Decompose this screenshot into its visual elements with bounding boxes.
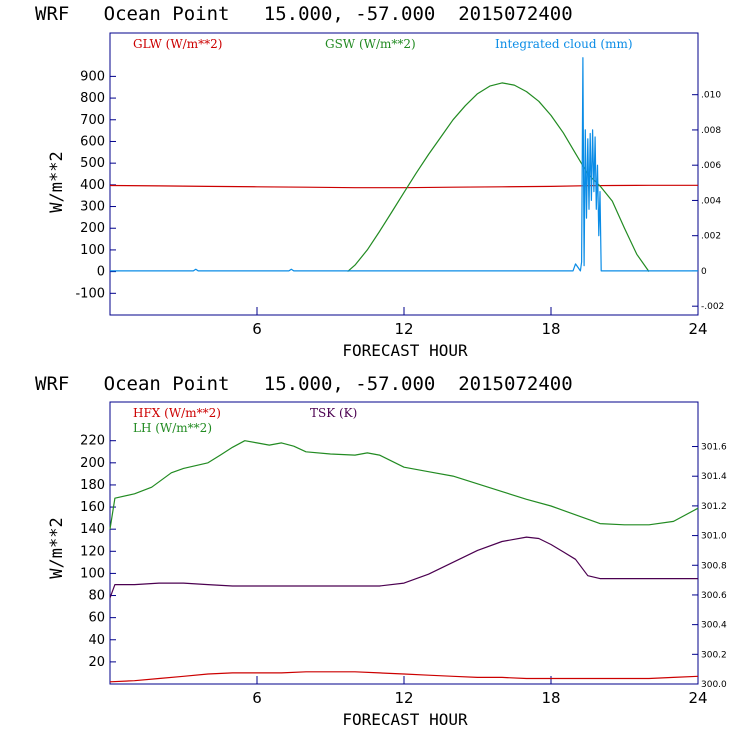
legend-tsk: TSK (K) bbox=[310, 406, 357, 420]
x-tick-label: 18 bbox=[541, 689, 560, 707]
panel-1-plot-frame bbox=[109, 32, 699, 316]
panel-1-series bbox=[109, 57, 698, 273]
y2-tick-label: 301.6 bbox=[701, 443, 727, 453]
panel-1-xlabel: FORECAST HOUR bbox=[342, 341, 468, 360]
series-line-lh bbox=[109, 440, 699, 530]
y-tick-label: 120 bbox=[80, 544, 105, 559]
legend-hfx: HFX (W/m**2) bbox=[133, 406, 221, 420]
panel-2-left-axis: 20 40 60 80 100 120 140 160 180 200 220 bbox=[80, 434, 116, 670]
panel-2-plot-frame bbox=[109, 401, 699, 685]
y-tick-label: -100 bbox=[75, 286, 105, 301]
y2-tick-label: 301.2 bbox=[701, 502, 727, 512]
y-tick-label: 40 bbox=[88, 633, 105, 648]
y2-tick-label: -.002 bbox=[701, 302, 724, 312]
panel-2-xlabel: FORECAST HOUR bbox=[342, 710, 468, 729]
y-tick-label: 500 bbox=[80, 156, 105, 171]
y-tick-label: 100 bbox=[80, 243, 105, 258]
panel-2-x-axis: 6 12 18 24 bbox=[252, 676, 708, 707]
y2-tick-label: .004 bbox=[701, 196, 721, 206]
x-tick-label: 18 bbox=[541, 320, 560, 338]
series-line-hfx bbox=[109, 671, 699, 683]
legend-cloud: Integrated cloud (mm) bbox=[495, 37, 633, 51]
y-tick-label: 220 bbox=[80, 434, 105, 449]
panel-1-left-axis: -100 0 100 200 300 400 500 600 700 800 900 bbox=[75, 69, 116, 301]
x-tick-label: 12 bbox=[394, 689, 413, 707]
y-tick-label: 400 bbox=[80, 178, 105, 193]
y-tick-label: 0 bbox=[97, 265, 105, 280]
y2-tick-label: .006 bbox=[701, 161, 721, 171]
y-tick-label: 160 bbox=[80, 500, 105, 515]
y-tick-label: 300 bbox=[80, 200, 105, 215]
y2-tick-label: 301.0 bbox=[701, 532, 727, 542]
y2-tick-label: 301.4 bbox=[701, 472, 727, 482]
x-tick-label: 24 bbox=[688, 320, 707, 338]
y-tick-label: 20 bbox=[88, 655, 105, 670]
y-tick-label: 140 bbox=[80, 522, 105, 537]
y-tick-label: 100 bbox=[80, 566, 105, 581]
y-tick-label: 800 bbox=[80, 91, 105, 106]
y2-tick-label: 300.4 bbox=[701, 621, 727, 631]
x-tick-label: 24 bbox=[688, 689, 707, 707]
y-tick-label: 900 bbox=[80, 69, 105, 84]
x-tick-label: 12 bbox=[394, 320, 413, 338]
y-tick-label: 180 bbox=[80, 478, 105, 493]
y2-tick-label: .008 bbox=[701, 126, 721, 136]
series-line-integrated bbox=[110, 57, 698, 272]
series-line-tsk bbox=[109, 536, 698, 599]
y2-tick-label: 0 bbox=[701, 267, 707, 277]
y-tick-label: 200 bbox=[80, 456, 105, 471]
panel-1-title: WRF Ocean Point 15.000, -57.000 20150724… bbox=[35, 3, 573, 25]
panel-1-ylabel: W/m**2 bbox=[47, 151, 67, 212]
panel-1-x-axis: 6 12 18 24 bbox=[252, 307, 708, 338]
series-line-gsw bbox=[347, 82, 650, 273]
legend-gsw: GSW (W/m**2) bbox=[325, 37, 416, 51]
x-tick-label: 6 bbox=[252, 689, 262, 707]
y-tick-label: 60 bbox=[88, 611, 105, 626]
legend-lh: LH (W/m**2) bbox=[133, 421, 212, 435]
panel-1: WRF Ocean Point 15.000, -57.000 20150724… bbox=[35, 3, 724, 360]
x-tick-label: 6 bbox=[252, 320, 262, 338]
y-tick-label: 80 bbox=[88, 589, 105, 604]
panel-2-ylabel: W/m**2 bbox=[47, 517, 67, 578]
y2-tick-label: .010 bbox=[701, 91, 721, 101]
y-tick-label: 600 bbox=[80, 134, 105, 149]
panel-2: WRF Ocean Point 15.000, -57.000 20150724… bbox=[35, 373, 727, 729]
y2-tick-label: 300.2 bbox=[701, 650, 727, 660]
panel-2-series bbox=[109, 440, 699, 683]
series-line-glw bbox=[109, 184, 698, 189]
y2-tick-label: .002 bbox=[701, 232, 721, 242]
panel-2-right-axis: 300.0 300.2 300.4 300.6 300.8 301.0 301.2 301.4… bbox=[692, 443, 727, 690]
y2-tick-label: 300.6 bbox=[701, 591, 727, 601]
panel-2-title: WRF Ocean Point 15.000, -57.000 20150724… bbox=[35, 373, 573, 395]
y-tick-label: 700 bbox=[80, 113, 105, 128]
panel-1-right-axis: -.002 0 .002 .004 .006 .008 .010 bbox=[692, 91, 724, 312]
y2-tick-label: 300.0 bbox=[701, 680, 727, 690]
y2-tick-label: 300.8 bbox=[701, 561, 727, 571]
legend-glw: GLW (W/m**2) bbox=[133, 37, 222, 51]
y-tick-label: 200 bbox=[80, 221, 105, 236]
